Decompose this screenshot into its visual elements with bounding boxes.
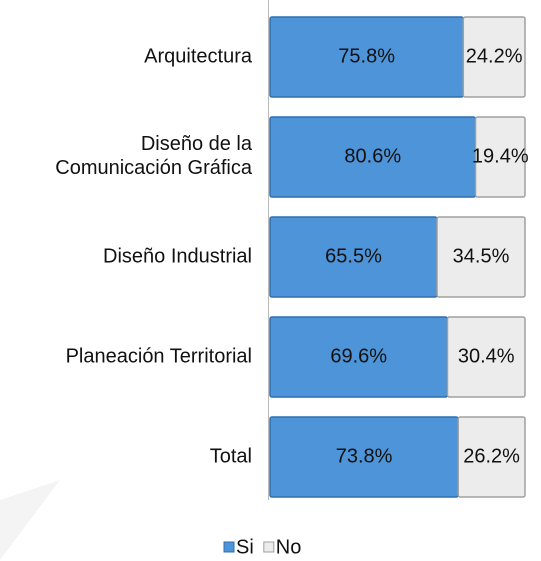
- category-label: Arquitectura: [144, 45, 253, 67]
- data-label: 69.6%: [330, 345, 387, 367]
- category-label: Diseño Industrial: [103, 245, 252, 267]
- data-label: 65.5%: [325, 245, 382, 267]
- data-label: 80.6%: [344, 145, 401, 167]
- data-label: 34.5%: [453, 245, 510, 267]
- data-label: 26.2%: [463, 445, 520, 467]
- legend-swatch: [263, 541, 275, 553]
- bar-segment: [457, 416, 526, 498]
- data-label: 30.4%: [458, 345, 515, 367]
- bar-segment: [462, 16, 526, 98]
- bar-segment: [446, 316, 526, 398]
- category-label: Planeación Territorial: [66, 345, 252, 367]
- category-label: Diseño de la Comunicación Gráfica: [55, 133, 253, 179]
- legend-label: No: [276, 536, 302, 558]
- data-label: 73.8%: [336, 445, 393, 467]
- data-label: 75.8%: [338, 45, 395, 67]
- legend-swatch: [223, 541, 235, 553]
- legend-label: Si: [236, 536, 254, 558]
- bar-segment: [436, 216, 526, 298]
- data-label: 19.4%: [472, 145, 529, 167]
- data-label: 24.2%: [466, 45, 523, 67]
- category-label: Total: [210, 445, 252, 467]
- bar-segment: [474, 116, 526, 198]
- decoration: [0, 480, 60, 560]
